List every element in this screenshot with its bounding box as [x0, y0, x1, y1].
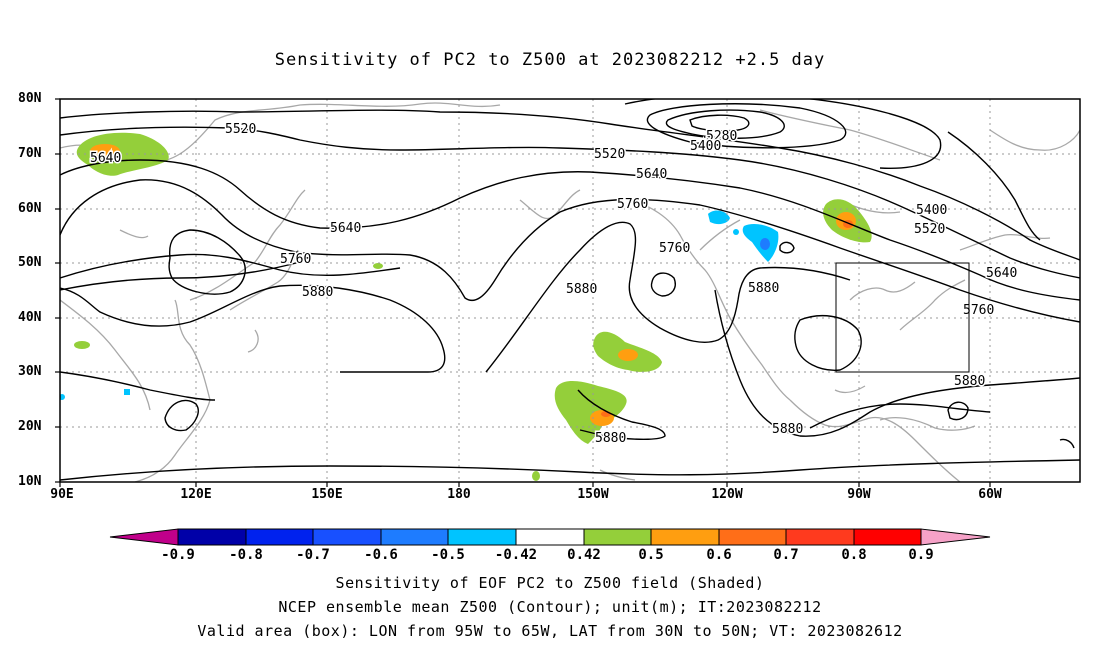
colorbar-label: -0.6 — [364, 547, 398, 563]
colorbar-bin — [853, 528, 922, 546]
contour-label: 5760 — [659, 241, 690, 256]
caption-contour: NCEP ensemble mean Z500 (Contour); unit(… — [278, 598, 822, 616]
caption-valid-area: Valid area (box): LON from 95W to 65W, L… — [197, 622, 903, 640]
valid-area-box — [835, 262, 970, 373]
map-frame — [59, 98, 1081, 483]
contour-label: 5520 — [914, 222, 945, 237]
colorbar-label: -0.42 — [494, 547, 538, 563]
contour-label: 5640 — [636, 167, 667, 182]
contour-label: 5880 — [772, 422, 803, 437]
ticks — [55, 98, 991, 487]
colorbar-bin — [785, 528, 855, 546]
lon-label: 150W — [577, 487, 609, 502]
contour-label: 5640 — [90, 151, 121, 166]
colorbar-bin — [380, 528, 449, 546]
contour-label: 5760 — [963, 303, 994, 318]
colorbar-bin — [650, 528, 720, 546]
lon-label: 60W — [978, 487, 1002, 502]
colorbar-label: 0.5 — [638, 547, 664, 563]
caption-shading: Sensitivity of EOF PC2 to Z500 field (Sh… — [335, 574, 765, 592]
contour-label: 5760 — [280, 252, 311, 267]
contour-label: 5520 — [594, 147, 625, 162]
contour-label: 5400 — [916, 203, 947, 218]
colorbar-label: 0.42 — [567, 547, 601, 563]
colorbar-label: -0.7 — [296, 547, 330, 563]
lat-label: 50N — [18, 255, 42, 270]
lon-label: 120E — [180, 487, 212, 502]
colorbar-label: 0.8 — [841, 547, 867, 563]
lat-label: 70N — [18, 146, 42, 161]
colorbar-left-tip — [109, 528, 179, 546]
contour-label: 5880 — [302, 285, 333, 300]
colorbar-bin — [177, 528, 247, 546]
lat-label: 10N — [18, 474, 42, 489]
contour-label: 5880 — [954, 374, 985, 389]
coastlines — [60, 102, 1080, 482]
colorbar-label: 0.9 — [908, 547, 934, 563]
colorbar-label: -0.9 — [161, 547, 195, 563]
lat-label: 30N — [18, 364, 42, 379]
lat-label: 80N — [18, 91, 42, 106]
contour-label: 5280 — [706, 129, 737, 144]
colorbar-label: 0.6 — [706, 547, 732, 563]
lat-label: 20N — [18, 419, 42, 434]
contour-label: 5880 — [748, 281, 779, 296]
contour-label: 5640 — [986, 266, 1017, 281]
colorbar-bin — [515, 528, 585, 546]
lon-label: 180 — [447, 487, 471, 502]
lon-label: 150E — [311, 487, 343, 502]
colorbar-bin — [718, 528, 787, 546]
lon-label: 90E — [50, 487, 74, 502]
colorbar-bin — [245, 528, 314, 546]
colorbar-bin — [583, 528, 652, 546]
colorbar-label: -0.8 — [229, 547, 263, 563]
contour-label: 5520 — [225, 122, 256, 137]
colorbar-bin — [447, 528, 517, 546]
lat-label: 60N — [18, 201, 42, 216]
sensitivity-shading — [60, 132, 872, 481]
z500-contours — [60, 99, 1080, 481]
colorbar-bin — [312, 528, 382, 546]
colorbar-label: 0.7 — [773, 547, 799, 563]
lon-label: 120W — [711, 487, 743, 502]
contour-labels: 5520 5640 5640 5760 5880 5280 5400 5520 … — [89, 121, 1019, 448]
contour-label: 5880 — [566, 282, 597, 297]
contour-label: 5640 — [330, 221, 361, 236]
contour-label: 5760 — [617, 197, 648, 212]
colorbar-right-tip — [920, 528, 991, 546]
contour-label: 5880 — [595, 431, 626, 446]
colorbar-label: -0.5 — [431, 547, 465, 563]
lon-label: 90W — [847, 487, 871, 502]
lat-label: 40N — [18, 310, 42, 325]
map-title: Sensitivity of PC2 to Z500 at 2023082212… — [274, 50, 826, 70]
colorbar — [109, 528, 991, 546]
contour-label: 5400 — [690, 139, 721, 154]
